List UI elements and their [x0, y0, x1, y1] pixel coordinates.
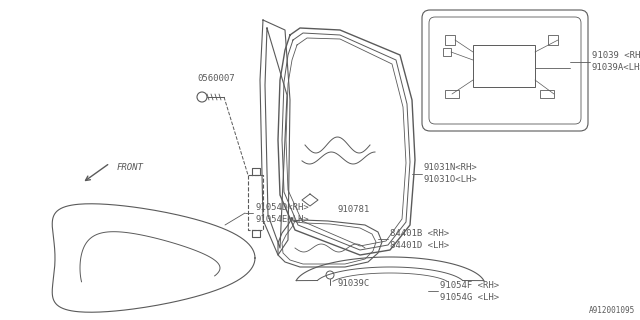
Text: 91054F <RH>: 91054F <RH>	[440, 281, 499, 290]
Text: 91039C: 91039C	[338, 279, 371, 289]
Text: 910781: 910781	[338, 205, 371, 214]
Text: 0560007: 0560007	[197, 74, 235, 83]
Text: 91054D<RH>: 91054D<RH>	[255, 204, 308, 212]
Text: 84401B <RH>: 84401B <RH>	[390, 228, 449, 237]
Text: 84401D <LH>: 84401D <LH>	[390, 241, 449, 250]
Text: 91031N<RH>: 91031N<RH>	[424, 164, 477, 172]
Text: FRONT: FRONT	[117, 164, 144, 172]
Text: 91054E<LH>: 91054E<LH>	[255, 215, 308, 225]
Text: 91031O<LH>: 91031O<LH>	[424, 175, 477, 185]
Text: 91054G <LH>: 91054G <LH>	[440, 292, 499, 301]
Text: 91039A<LH>: 91039A<LH>	[592, 63, 640, 73]
Text: A912001095: A912001095	[589, 306, 635, 315]
Text: 91039 <RH>: 91039 <RH>	[592, 52, 640, 60]
